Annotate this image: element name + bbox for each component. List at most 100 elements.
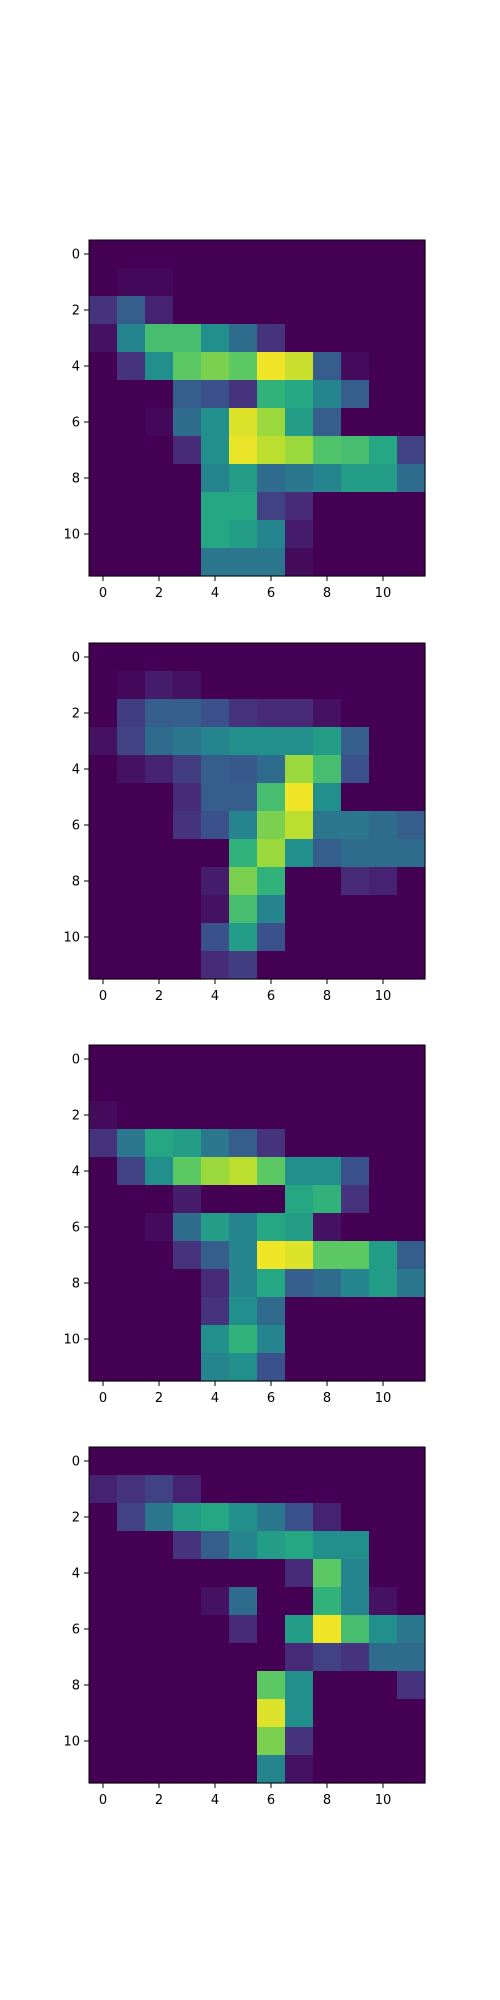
heatmap-cell	[145, 1559, 174, 1588]
heatmap-cell	[201, 1269, 230, 1298]
y-tick-label: 4	[72, 360, 80, 375]
heatmap-cell	[89, 1185, 118, 1214]
heatmap-cell	[369, 240, 398, 269]
heatmap-cell	[257, 520, 286, 549]
heatmap-cell	[229, 1755, 258, 1784]
heatmap-cell	[89, 268, 118, 297]
heatmap-cell	[257, 436, 286, 465]
heatmap-cell	[89, 1503, 118, 1532]
heatmap-cell	[313, 1531, 342, 1560]
heatmap-cell	[173, 436, 202, 465]
heatmap-cell	[257, 492, 286, 521]
heatmap-cell	[173, 1129, 202, 1158]
heatmap-cell	[341, 839, 370, 868]
heatmap-cell	[313, 1101, 342, 1130]
heatmap-cell	[229, 1213, 258, 1242]
heatmap-cell	[229, 839, 258, 868]
heatmap-cell	[369, 1241, 398, 1270]
heatmap-cell	[201, 1671, 230, 1700]
heatmap-cell	[145, 324, 174, 353]
heatmap-cell	[89, 1297, 118, 1326]
heatmap-cell	[173, 1475, 202, 1504]
heatmap-cell	[229, 296, 258, 325]
heatmap-cell	[257, 783, 286, 812]
heatmap-cell	[145, 1699, 174, 1728]
y-tick-label: 0	[72, 248, 80, 263]
heatmap-cell	[313, 1755, 342, 1784]
heatmap-cell	[341, 1475, 370, 1504]
heatmap-cell	[89, 1129, 118, 1158]
heatmap-cell	[173, 464, 202, 493]
heatmap-cell	[369, 1101, 398, 1130]
heatmap-cell	[173, 1447, 202, 1476]
heatmap-cell	[257, 1531, 286, 1560]
x-tick-label: 10	[375, 586, 392, 601]
heatmap-cell	[117, 1531, 146, 1560]
heatmap-cell	[173, 1297, 202, 1326]
heatmap-cell	[313, 1157, 342, 1186]
heatmap-cell	[145, 548, 174, 577]
heatmap-cell	[173, 643, 202, 672]
heatmap-cell	[341, 464, 370, 493]
heatmap-cell	[229, 1045, 258, 1074]
heatmap-cell	[145, 520, 174, 549]
heatmap-cell	[257, 699, 286, 728]
heatmap-cell	[285, 671, 314, 700]
heatmap-cell	[257, 1101, 286, 1130]
heatmap-cell	[229, 783, 258, 812]
heatmap-cell	[117, 867, 146, 896]
heatmap-cell	[89, 464, 118, 493]
y-tick-label: 10	[63, 1735, 80, 1750]
heatmap-cell	[173, 408, 202, 437]
heatmap-cell	[257, 1699, 286, 1728]
heatmap-cell	[397, 1101, 426, 1130]
heatmap-cell	[89, 867, 118, 896]
heatmap-cell	[285, 1559, 314, 1588]
heatmap-cell	[117, 839, 146, 868]
heatmap-cell	[285, 923, 314, 952]
heatmap-cell	[117, 1475, 146, 1504]
heatmap-cell	[285, 699, 314, 728]
heatmap-cell	[229, 1643, 258, 1672]
heatmap-cell	[173, 268, 202, 297]
heatmap-cell	[117, 1185, 146, 1214]
heatmap-cell	[369, 1447, 398, 1476]
heatmap-cell	[89, 548, 118, 577]
heatmap-panel-4: 0 2 4 6 8 10 0 2 4 6 8 10	[63, 1446, 426, 1808]
heatmap-cell	[285, 464, 314, 493]
heatmap-cell	[117, 1325, 146, 1354]
heatmap-cell	[397, 867, 426, 896]
heatmap-cell	[229, 727, 258, 756]
heatmap-cell	[89, 1699, 118, 1728]
heatmap-cell	[117, 1615, 146, 1644]
heatmap-cell	[397, 1643, 426, 1672]
heatmap-cell	[89, 1531, 118, 1560]
heatmap-cell	[341, 1615, 370, 1644]
heatmap-cell	[285, 380, 314, 409]
heatmap-cell	[257, 1755, 286, 1784]
heatmap-cell	[201, 1699, 230, 1728]
heatmap-cell	[313, 1213, 342, 1242]
heatmap-cell	[313, 1503, 342, 1532]
heatmap-cell	[145, 699, 174, 728]
heatmap-cell	[229, 1559, 258, 1588]
heatmap-cell	[313, 1185, 342, 1214]
heatmap-cell	[341, 548, 370, 577]
heatmap-cell	[117, 699, 146, 728]
heatmap-cell	[341, 1157, 370, 1186]
heatmap-cell	[173, 895, 202, 924]
heatmap-cell	[117, 268, 146, 297]
heatmap-cell	[257, 548, 286, 577]
heatmap-cell	[397, 1073, 426, 1102]
heatmap-cell	[285, 1325, 314, 1354]
heatmap-cell	[173, 755, 202, 784]
heatmap-cell	[369, 464, 398, 493]
x-tick-label: 2	[155, 1793, 163, 1808]
heatmap-cell	[341, 380, 370, 409]
heatmap-cell	[397, 643, 426, 672]
heatmap-cell	[229, 1241, 258, 1270]
heatmap-cell	[341, 1101, 370, 1130]
heatmap-cell	[369, 1129, 398, 1158]
heatmap-cell	[201, 1297, 230, 1326]
